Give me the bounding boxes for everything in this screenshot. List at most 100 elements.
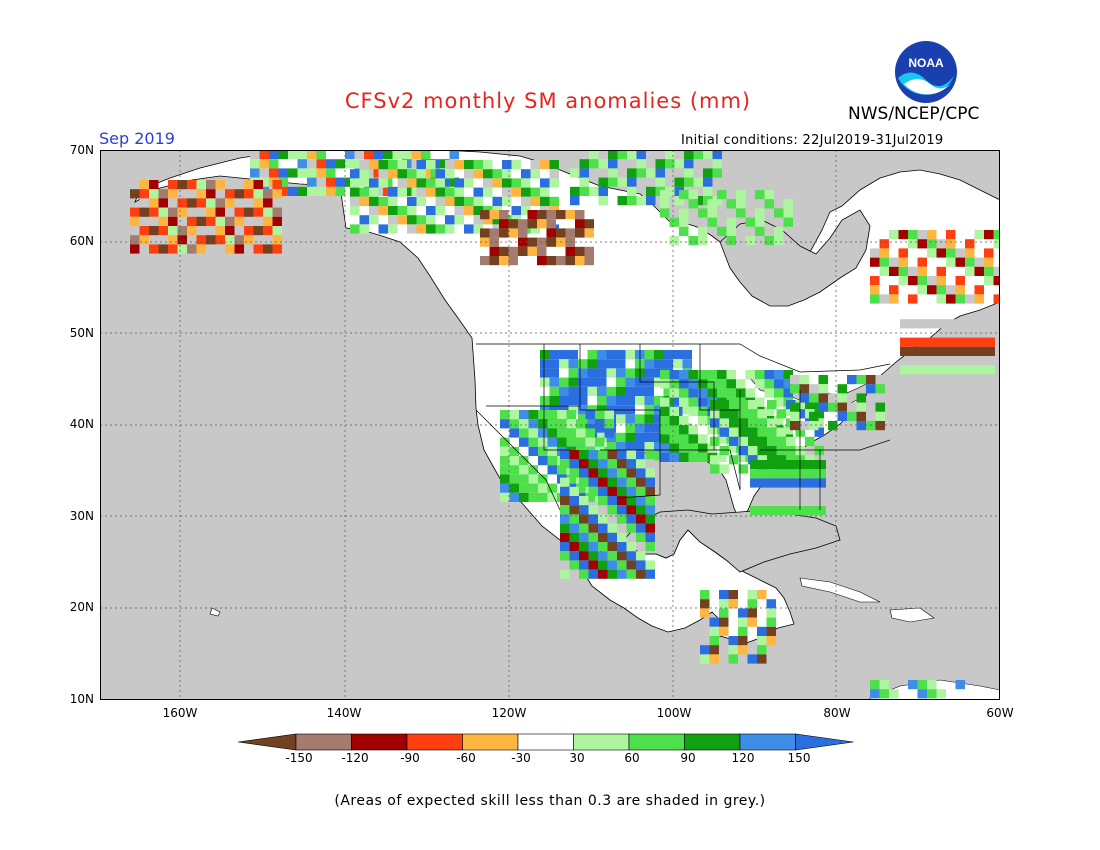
anomaly-cell [430, 168, 440, 178]
anomaly-cell [617, 150, 627, 160]
anomaly-cell [965, 294, 975, 304]
anomaly-cell [809, 411, 819, 421]
anomaly-cell [814, 418, 824, 428]
state-borders [475, 343, 891, 511]
anomaly-cell [499, 210, 509, 220]
anomaly-cell [540, 160, 550, 170]
anomaly-cell [778, 506, 788, 516]
anomaly-cell [187, 216, 197, 226]
anomaly-cell [769, 478, 779, 488]
anomaly-cell [898, 248, 908, 258]
anomaly-cell [698, 226, 708, 236]
anomaly-cell [244, 226, 254, 236]
lon-label: 160W [162, 706, 198, 720]
anomaly-cell [307, 177, 317, 187]
anomaly-cell [509, 428, 519, 438]
anomaly-cell [587, 377, 597, 387]
anomaly-cell [569, 551, 579, 561]
anomaly-cell [698, 452, 708, 462]
anomaly-cell [435, 196, 445, 206]
anomaly-cell [818, 384, 828, 394]
anomaly-cell [645, 477, 655, 487]
anomaly-cell [139, 180, 149, 190]
anomaly-cell [957, 319, 967, 329]
anomaly-cell [985, 337, 995, 347]
anomaly-cell [788, 506, 798, 516]
anomaly-cell [538, 410, 548, 420]
anomaly-cell [748, 427, 758, 437]
anomaly-cell [511, 206, 521, 216]
anomaly-cell [483, 178, 493, 188]
anomaly-cell [660, 370, 670, 380]
anomaly-cell [919, 346, 929, 356]
anomaly-cell [976, 365, 986, 375]
anomaly-cell [645, 450, 655, 460]
anomaly-cell [679, 452, 689, 462]
anomaly-cell [350, 196, 360, 206]
anomaly-cell [636, 551, 646, 561]
anomaly-cell [326, 159, 336, 169]
anomaly-cell [645, 468, 655, 478]
anomaly-cell [738, 645, 748, 655]
anomaly-cell [549, 386, 559, 396]
anomaly-cell [540, 396, 550, 406]
anomaly-cell [253, 189, 263, 199]
anomaly-cell [774, 208, 784, 218]
anomaly-cell [521, 169, 531, 179]
anomaly-cell [847, 411, 857, 421]
anomaly-cell [755, 379, 765, 389]
anomaly-cell [783, 425, 793, 435]
anomaly-cell [244, 180, 254, 190]
anomaly-cell [726, 370, 736, 380]
anomaly-cell [547, 419, 557, 429]
anomaly-cell [584, 256, 594, 266]
anomaly-cell [502, 178, 512, 188]
anomaly-cell [682, 359, 692, 369]
anomaly-cell [568, 405, 578, 415]
anomaly-cell [654, 442, 664, 452]
anomaly-cell [307, 159, 317, 169]
anomaly-cell [588, 459, 598, 469]
anomaly-cell [719, 446, 729, 456]
anomaly-cell [712, 168, 722, 178]
anomaly-cell [790, 402, 800, 412]
anomaly-cell [700, 608, 710, 618]
anomaly-cell [736, 208, 746, 218]
anomaly-cell [917, 680, 927, 690]
anomaly-cell [645, 496, 655, 506]
anomaly-cell [464, 160, 474, 170]
anomaly-cell [168, 244, 178, 254]
anomaly-cell [608, 159, 618, 169]
anomaly-cell [149, 189, 159, 199]
anomaly-cell [528, 428, 538, 438]
anomaly-cell [579, 450, 589, 460]
anomaly-cell [755, 370, 765, 380]
anomaly-cell [378, 169, 388, 179]
anomaly-cell [814, 427, 824, 437]
anomaly-cell [588, 505, 598, 515]
anomaly-cell [974, 257, 984, 267]
anomaly-cell [272, 235, 282, 245]
anomaly-cell [625, 377, 635, 387]
anomaly-cell [654, 359, 664, 369]
anomaly-cell [700, 645, 710, 655]
anomaly-cell [598, 486, 608, 496]
anomaly-cell [993, 239, 1000, 249]
anomaly-cell [598, 514, 608, 524]
anomaly-cell [454, 206, 464, 216]
anomaly-cell [767, 436, 777, 446]
anomaly-cell [707, 217, 717, 227]
anomaly-cell [388, 215, 398, 225]
anomaly-cell [589, 159, 599, 169]
anomaly-cell [528, 483, 538, 493]
anomaly-cell [767, 418, 777, 428]
anomaly-cell [669, 217, 679, 227]
anomaly-cell [177, 207, 187, 217]
anomaly-cell [416, 196, 426, 206]
anomaly-cell [856, 402, 866, 412]
anomaly-cell [965, 266, 975, 276]
anomaly-cell [927, 248, 937, 258]
anomaly-cell [585, 437, 595, 447]
anomaly-cell [698, 434, 708, 444]
anomaly-cell [565, 246, 575, 256]
